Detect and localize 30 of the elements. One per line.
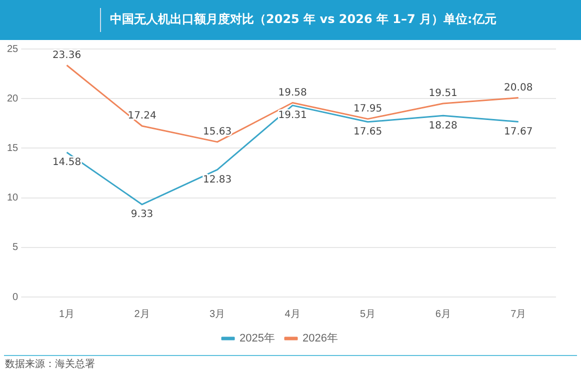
y-tick-label: 10 (7, 192, 19, 204)
x-tick-label: 4月 (284, 308, 300, 320)
x-tick-label: 5月 (360, 308, 376, 320)
data-label: 15.63 (202, 126, 232, 138)
x-tick-label: 3月 (210, 308, 226, 320)
y-tick-label: 25 (7, 44, 19, 55)
legend-label: 2026年 (302, 332, 338, 345)
data-label: 23.36 (52, 50, 82, 61)
data-label: 9.33 (130, 209, 154, 220)
data-label: 20.08 (504, 82, 533, 94)
x-tick-label: 1月 (58, 308, 75, 320)
y-tick-label: 20 (7, 93, 19, 104)
data-label: 18.28 (428, 120, 458, 132)
data-label: 14.58 (52, 156, 82, 168)
data-label: 17.67 (504, 126, 533, 138)
data-label: 19.58 (278, 87, 307, 98)
data-label: 19.51 (428, 88, 458, 100)
data-label: 17.24 (128, 110, 156, 122)
data-label: 17.95 (354, 104, 382, 115)
source-note: 数据来源：海关总署 (5, 358, 95, 370)
y-tick-label: 15 (7, 142, 19, 154)
legend-label: 2025年 (240, 332, 276, 345)
x-tick-label: 2月 (134, 308, 150, 320)
chart-title: 中国无人机出口额月度对比（2025 年 vs 2026 年 1–7 月）单位:亿元 (110, 11, 496, 28)
x-tick-label: 6月 (435, 308, 451, 320)
y-tick-label: 5 (12, 242, 19, 254)
x-tick-label: 7月 (510, 308, 526, 320)
data-label: 12.83 (202, 174, 232, 186)
y-tick-label: 0 (12, 292, 19, 303)
data-label: 17.65 (354, 126, 382, 138)
